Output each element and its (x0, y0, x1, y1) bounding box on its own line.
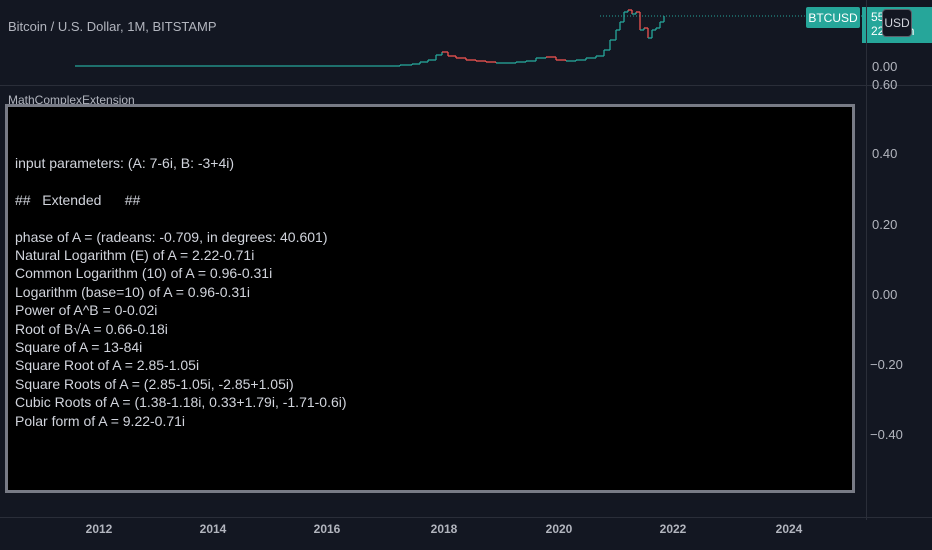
pane-divider[interactable] (0, 85, 932, 86)
y-tick-label: 0.60 (872, 77, 898, 92)
indicator-output-text: input parameters: (A: 7-6i, B: -3+4i) ##… (15, 155, 347, 429)
y-tick-label: 0.20 (872, 217, 898, 232)
time-axis-divider (0, 517, 932, 518)
x-tick-label: 2022 (659, 522, 687, 536)
y-tick-label: 0.00 (872, 287, 898, 302)
x-tick-label: 2012 (85, 522, 113, 536)
y-tick-label: −0.40 (870, 427, 903, 442)
y-tick-label: −0.20 (870, 357, 903, 372)
ticker-badge: BTCUSD (806, 7, 860, 28)
price-value: 55 (871, 10, 885, 24)
x-tick-label: 2016 (313, 522, 341, 536)
y-tick-label: 0.40 (872, 146, 898, 161)
x-tick-label: 2024 (775, 522, 803, 536)
candle-series (75, 9, 665, 67)
indicator-title[interactable]: MathComplexExtension (8, 93, 135, 107)
price-axis-label: 0.00 (872, 59, 898, 74)
x-tick-label: 2020 (545, 522, 573, 536)
x-tick-label: 2018 (430, 522, 458, 536)
currency-button[interactable]: USD (882, 9, 912, 37)
symbol-title[interactable]: Bitcoin / U.S. Dollar, 1M, BITSTAMP (8, 19, 217, 34)
x-tick-label: 2014 (199, 522, 227, 536)
indicator-output-table: input parameters: (A: 7-6i, B: -3+4i) ##… (5, 104, 855, 493)
price-axis-divider (866, 0, 867, 520)
price-chart[interactable] (0, 0, 866, 80)
